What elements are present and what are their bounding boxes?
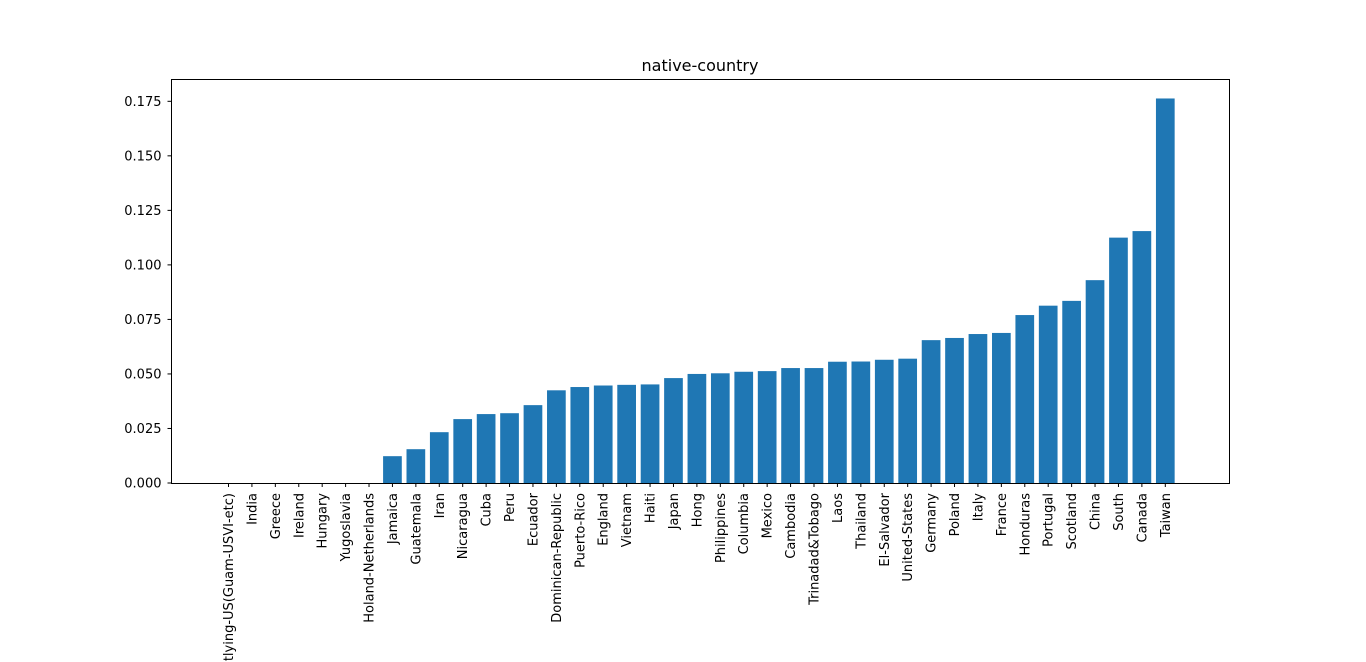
bar-vietnam <box>617 384 636 483</box>
bar-columbia <box>734 371 754 483</box>
bar-cuba <box>476 414 496 483</box>
x-tick-label: Nicaragua <box>456 493 471 559</box>
bar-united-states <box>898 358 918 483</box>
bar-peru <box>500 413 519 483</box>
bar-italy <box>968 334 988 483</box>
bar-laos <box>828 361 847 483</box>
bar-mexico <box>757 371 777 483</box>
bar-haiti <box>640 384 660 483</box>
bar-thailand <box>851 361 871 483</box>
x-tick-label: Jamaica <box>386 493 401 545</box>
x-tick-label: Trinadad&Tobago <box>808 493 823 606</box>
x-tick-label: Taiwan <box>1159 493 1174 538</box>
bar-japan <box>664 378 683 483</box>
x-tick-label: Iran <box>433 493 448 518</box>
y-tick-label: 0.000 <box>124 477 161 492</box>
bar-canada <box>1132 231 1152 483</box>
bar-puerto-rico <box>570 387 590 483</box>
x-tick-label: United-States <box>901 493 916 582</box>
plot-frame <box>171 79 1230 484</box>
x-tick-label: Outlying-US(Guam-USVI-etc) <box>222 493 237 662</box>
x-tick-label: Japan <box>667 493 682 530</box>
x-tick-label: Thailand <box>854 493 869 550</box>
x-tick-label: Puerto-Rico <box>573 493 588 568</box>
bars <box>383 98 1175 483</box>
bar-cambodia <box>781 368 800 483</box>
bar-scotland <box>1062 300 1081 483</box>
x-tick-label: Columbia <box>737 493 752 554</box>
bar-trinadad-tobago <box>804 368 824 483</box>
x-tick-label: Dominican-Republic <box>550 493 565 623</box>
bar-portugal <box>1038 305 1058 483</box>
x-tick-label: Greece <box>269 493 284 539</box>
y-tick-label: 0.100 <box>124 258 161 273</box>
bar-poland <box>945 337 964 483</box>
x-tick-label: South <box>1112 493 1127 531</box>
x-tick-label: Poland <box>948 493 963 536</box>
bar-england <box>593 385 613 483</box>
x-tick-label: El-Salvador <box>878 492 893 566</box>
bar-honduras <box>1015 315 1035 483</box>
x-tick-label: Mexico <box>761 493 776 538</box>
bar-ecuador <box>523 405 543 483</box>
y-tick-label: 0.025 <box>124 422 161 437</box>
y-tick-label: 0.075 <box>124 313 161 328</box>
bar-germany <box>921 340 941 483</box>
bar-france <box>992 332 1011 483</box>
y-tick-label: 0.175 <box>124 95 161 110</box>
x-tick-label: Yugoslavia <box>339 493 354 563</box>
bar-philippines <box>710 373 730 483</box>
y-axis: 0.000 0.025 0.050 0.075 0.100 0.125 0.150 0.175 <box>124 95 172 492</box>
x-tick-label: Italy <box>971 493 986 522</box>
x-tick-label: Ireland <box>292 493 307 538</box>
x-tick-label: Germany <box>925 493 940 553</box>
bar-nicaragua <box>453 419 473 483</box>
x-tick-label: Laos <box>831 493 846 523</box>
bar-jamaica <box>383 456 402 483</box>
x-tick-label: Hungary <box>316 493 331 549</box>
y-tick-label: 0.150 <box>124 149 161 164</box>
x-tick-label: Cuba <box>480 493 495 527</box>
bar-guatemala <box>406 449 426 483</box>
y-tick-label: 0.125 <box>124 204 161 219</box>
bar-china <box>1085 280 1105 483</box>
x-tick-label: Philippines <box>714 493 729 563</box>
x-tick-label: Ecuador <box>526 492 541 546</box>
x-tick-label: Peru <box>503 493 518 522</box>
x-tick-label: England <box>597 493 612 546</box>
x-tick-label: Portugal <box>1042 493 1057 547</box>
x-tick-label: Honduras <box>1018 493 1033 556</box>
bar-south <box>1109 237 1128 483</box>
bar-el-salvador <box>874 359 894 483</box>
x-tick-label: Cambodia <box>784 493 799 559</box>
x-tick-label: Haiti <box>644 493 659 523</box>
x-tick-label: India <box>245 493 260 525</box>
x-tick-label: Hong <box>690 493 705 527</box>
x-tick-label: France <box>995 493 1010 536</box>
bar-iran <box>429 432 449 483</box>
bar-hong <box>687 373 707 483</box>
x-tick-label: Guatemala <box>409 493 424 565</box>
x-axis: Outlying-US(Guam-USVI-etc) India Greece Ire… <box>222 483 1174 662</box>
chart-title: native-country <box>642 56 759 75</box>
x-tick-label: Scotland <box>1065 493 1080 550</box>
x-tick-label: Canada <box>1135 493 1150 542</box>
x-tick-label: Holand-Netherlands <box>363 493 378 623</box>
bar-dominican-republic <box>547 390 566 483</box>
bar-taiwan <box>1155 98 1175 483</box>
x-tick-label: China <box>1089 493 1104 530</box>
y-tick-label: 0.050 <box>124 367 161 382</box>
x-tick-label: Vietnam <box>620 493 635 547</box>
